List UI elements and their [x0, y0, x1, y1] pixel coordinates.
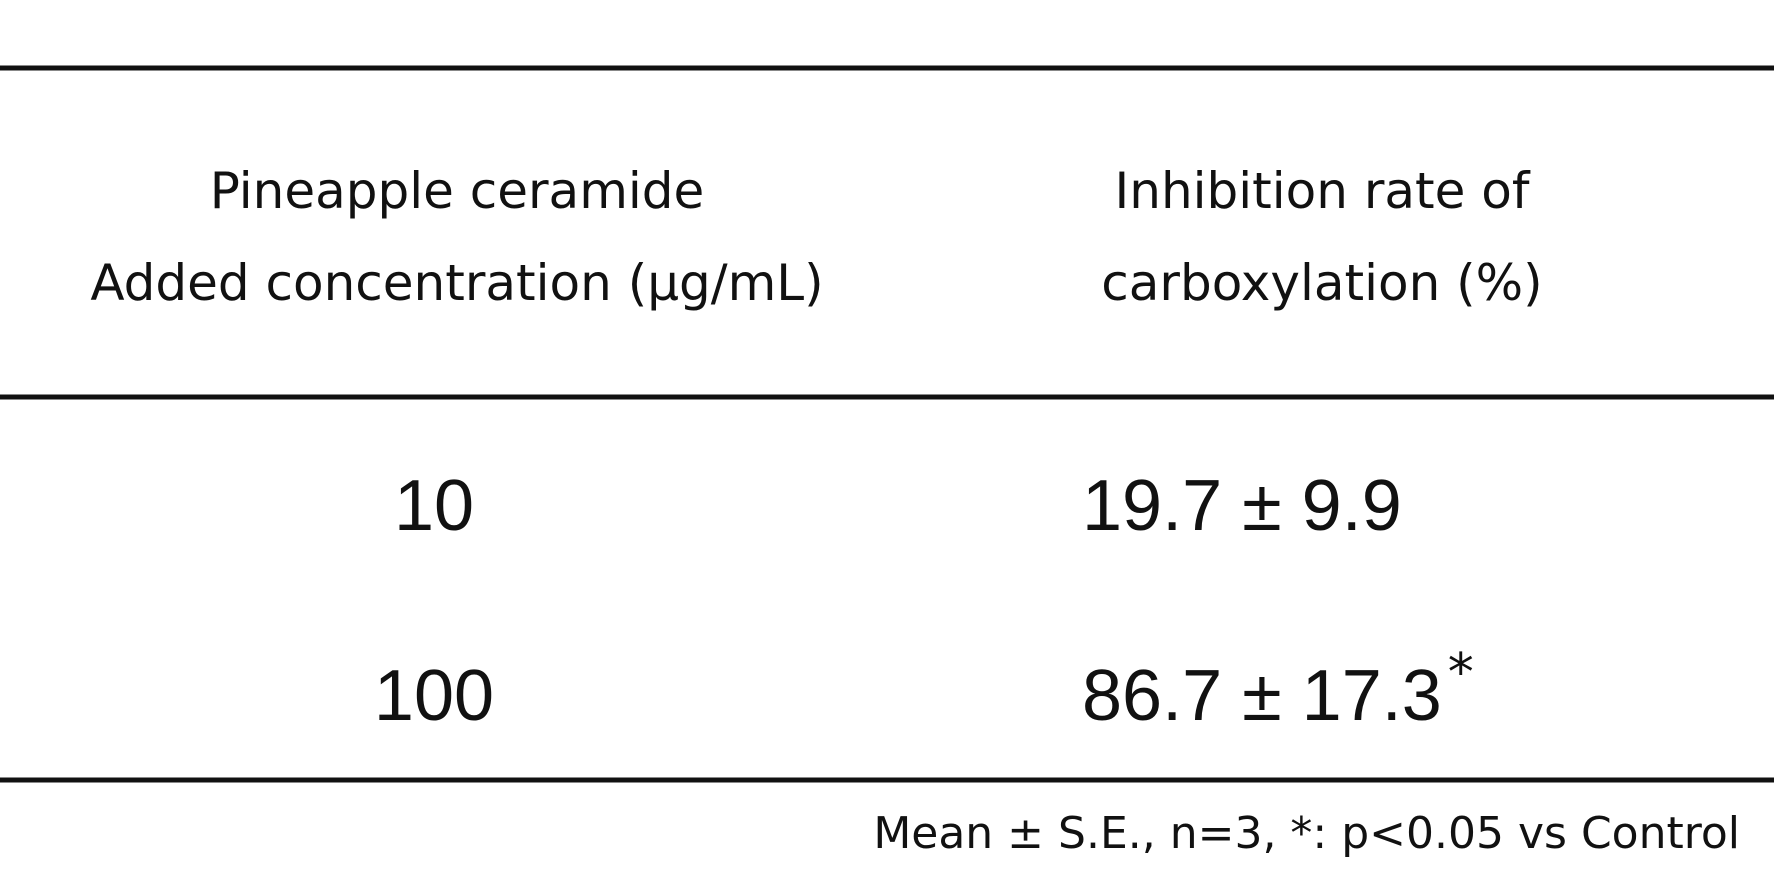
- cell: 86.7 ± 17.3: [1082, 656, 1442, 736]
- header-cell: Inhibition rate of: [1115, 162, 1531, 220]
- header-cell: carboxylation (%): [1101, 254, 1542, 312]
- header-cell: Pineapple ceramide: [210, 162, 705, 220]
- footnote: Mean ± S.E., n=3, *: p<0.05 vs Control: [873, 808, 1740, 859]
- significance-mark: *: [1448, 643, 1474, 703]
- cell: 10: [394, 466, 474, 546]
- cell: 19.7 ± 9.9: [1082, 466, 1402, 546]
- header-cell: Added concentration (μg/mL): [90, 254, 823, 312]
- cell: 100: [374, 656, 494, 736]
